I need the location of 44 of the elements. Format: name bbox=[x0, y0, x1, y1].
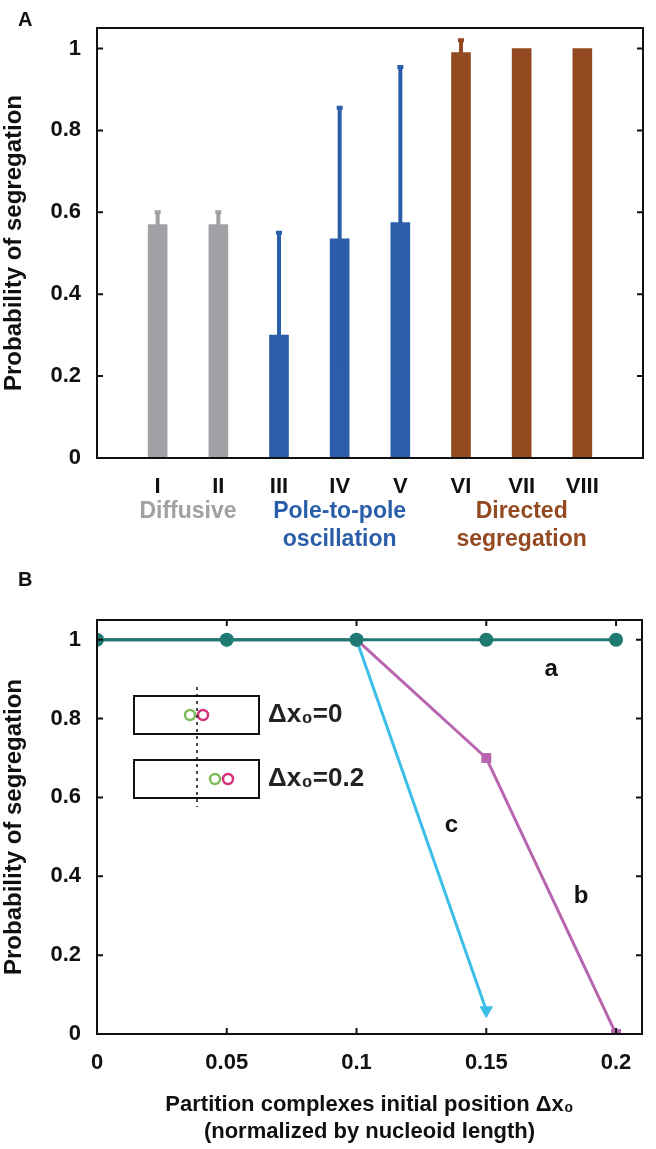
y-tick-label: 0.2 bbox=[50, 941, 81, 967]
y-tick-label: 0.4 bbox=[50, 280, 82, 306]
series-label: c bbox=[444, 809, 459, 837]
x-tick-label: II bbox=[212, 473, 225, 499]
y-tick-label: 0.2 bbox=[50, 362, 81, 388]
text: Directed segregation bbox=[456, 496, 587, 551]
point bbox=[481, 753, 492, 763]
y-tick-label: 0.4 bbox=[50, 862, 82, 888]
y-tick-label: 1 bbox=[68, 625, 81, 651]
x-tick-label: I bbox=[154, 473, 161, 499]
bar bbox=[511, 48, 532, 458]
x-tick-label: 0.05 bbox=[205, 1049, 249, 1075]
x-tick-label: 0.15 bbox=[464, 1049, 508, 1075]
point bbox=[609, 632, 624, 647]
y-tick-label: 0.8 bbox=[50, 116, 81, 142]
y-axis-title: Probability of segregation bbox=[0, 678, 27, 976]
chart-title: A bbox=[18, 7, 33, 30]
x-tick-label: 0 bbox=[90, 1049, 104, 1075]
text: Diffusive bbox=[139, 496, 237, 523]
y-tick-label: 0 bbox=[68, 444, 81, 470]
x-tick-label: VIII bbox=[565, 473, 599, 499]
bar bbox=[572, 48, 593, 458]
y-tick-label: 0.8 bbox=[50, 704, 81, 730]
x-tick-label: IV bbox=[329, 473, 351, 499]
series-label: b bbox=[573, 880, 589, 908]
annotation: Δx₀=0.2 bbox=[268, 762, 365, 793]
x-tick-label: III bbox=[269, 473, 289, 499]
point bbox=[479, 1006, 494, 1019]
x-tick-label: VII bbox=[508, 473, 536, 499]
y-tick-label: 0.6 bbox=[50, 783, 81, 809]
y-tick-label: 1 bbox=[68, 34, 81, 60]
y-tick-label: 0.6 bbox=[50, 198, 81, 224]
x-tick-label: V bbox=[392, 473, 408, 499]
y-tick-label: 0 bbox=[68, 1020, 81, 1046]
y-axis-title: Probability of segregation bbox=[0, 94, 27, 392]
chart-title: B bbox=[18, 567, 33, 590]
series-label: a bbox=[544, 654, 559, 682]
x-axis-title: Partition complexes initial position Δx₀ (normalized by nucleoid length) bbox=[165, 1091, 574, 1143]
text: Pole-to-pole oscillation bbox=[273, 496, 407, 551]
point bbox=[479, 632, 494, 647]
x-tick-label: 0.1 bbox=[341, 1049, 372, 1075]
annotation: Δx₀=0 bbox=[268, 698, 343, 729]
x-tick-label: VI bbox=[450, 473, 472, 499]
x-tick-label: 0.2 bbox=[600, 1049, 632, 1075]
